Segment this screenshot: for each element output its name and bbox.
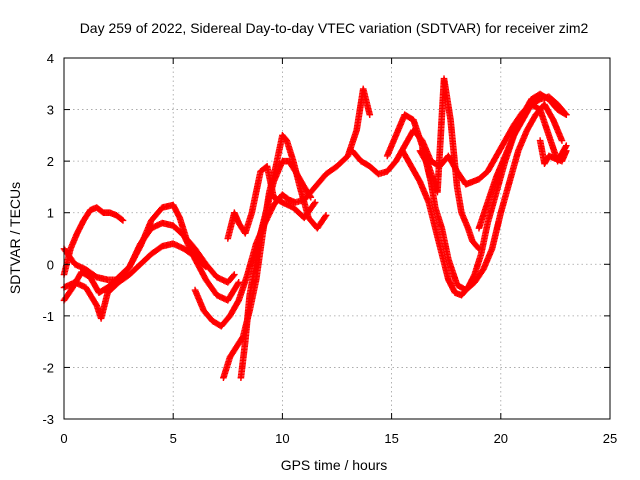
y-tick-labels: -3 -2 -1 0 1 2 3 4	[42, 51, 54, 427]
series-track-7	[237, 157, 315, 382]
data-point	[310, 200, 318, 207]
data-point	[562, 110, 569, 117]
data-point	[234, 280, 242, 287]
series-track-8	[224, 163, 319, 242]
data-point	[311, 199, 319, 206]
data-point	[475, 245, 483, 253]
data-point	[306, 192, 314, 200]
data-point	[201, 262, 209, 270]
data-point	[322, 211, 330, 219]
x-tick-label: 5	[170, 431, 177, 446]
data-point	[235, 279, 243, 286]
x-tick-label: 15	[384, 431, 398, 446]
y-tick-label: 1	[47, 206, 54, 221]
plot-frame	[63, 57, 611, 420]
series-track-13	[475, 93, 570, 232]
data-point	[563, 147, 570, 155]
data-point	[321, 213, 329, 220]
data-point	[119, 217, 127, 224]
x-tick-label: 10	[275, 431, 289, 446]
series-track-4	[60, 240, 210, 322]
series-track-1	[60, 204, 127, 278]
series-track-14	[536, 137, 570, 168]
data-points	[60, 75, 570, 382]
y-tick-label: 0	[47, 257, 54, 272]
data-point	[366, 111, 374, 119]
y-tick-label: -3	[42, 412, 54, 427]
axis-ticks	[63, 57, 611, 420]
x-tick-labels: 0 5 10 15 20 25	[60, 431, 617, 446]
chart-title: Day 259 of 2022, Sidereal Day-to-day VTE…	[80, 20, 589, 36]
y-tick-label: 4	[47, 51, 54, 66]
data-point	[202, 263, 210, 271]
x-tick-label: 25	[603, 431, 617, 446]
data-point	[230, 272, 237, 280]
series-track-10	[383, 101, 566, 294]
x-tick-label: 20	[494, 431, 508, 446]
y-tick-label: -1	[42, 309, 54, 324]
data-point	[118, 216, 126, 223]
data-point	[307, 193, 315, 201]
data-point	[563, 111, 570, 119]
data-point	[231, 271, 238, 278]
y-tick-label: 2	[47, 154, 54, 169]
x-tick-label: 0	[60, 431, 67, 446]
y-axis-label: SDTVAR / TECUs	[7, 182, 23, 294]
y-tick-label: -2	[42, 360, 54, 375]
grid	[64, 58, 610, 419]
y-tick-label: 3	[47, 103, 54, 118]
data-point	[474, 244, 482, 252]
data-point	[558, 137, 566, 144]
x-axis-label: GPS time / hours	[281, 457, 388, 473]
series-track-12	[416, 75, 483, 253]
